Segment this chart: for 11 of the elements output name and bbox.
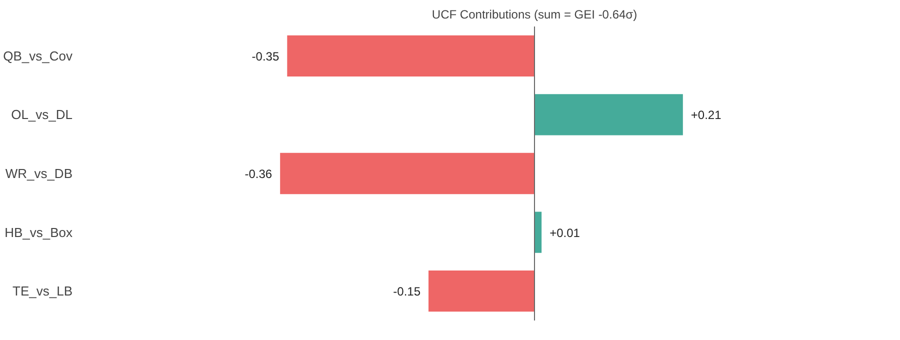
- data-label: +0.01: [550, 226, 580, 240]
- y-tick-label: HB_vs_Box: [4, 224, 73, 240]
- data-label: +0.21: [690, 108, 722, 122]
- y-tick-label: QB_vs_Cov: [3, 48, 73, 64]
- data-label: -0.36: [244, 167, 272, 181]
- chart-title: UCF Contributions (sum = GEI -0.64σ): [432, 8, 638, 22]
- y-tick-label: WR_vs_DB: [5, 166, 73, 181]
- data-label: -0.15: [393, 284, 421, 299]
- data-label: -0.35: [252, 49, 280, 64]
- y-tick-label: OL_vs_DL: [11, 107, 72, 122]
- y-tick-label: TE_vs_LB: [12, 284, 73, 299]
